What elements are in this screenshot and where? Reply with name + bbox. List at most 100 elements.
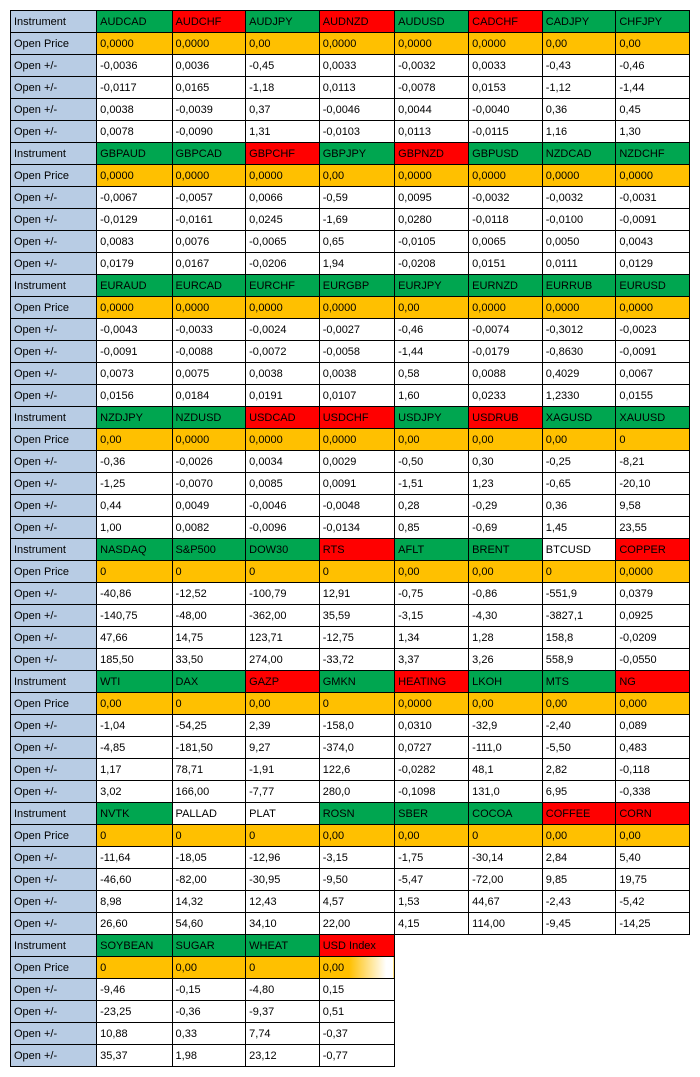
- open-pm-value: 6,95: [542, 781, 616, 803]
- open-pm-value: -40,86: [97, 583, 172, 605]
- open-pm-value: -0,0031: [616, 187, 690, 209]
- open-pm-value: -12,75: [319, 627, 394, 649]
- open-pm-value: -0,0161: [172, 209, 246, 231]
- open-price-row: Open Price00000,000,0000,0000: [11, 561, 690, 583]
- open-pm-value: -0,0046: [319, 99, 394, 121]
- instrument-table: InstrumentAUDCADAUDCHFAUDJPYAUDNZDAUDUSD…: [10, 10, 690, 1067]
- open-price-value: 0,0000: [319, 429, 394, 451]
- open-pm-label: Open +/-: [11, 847, 97, 869]
- open-pm-label: Open +/-: [11, 121, 97, 143]
- open-pm-value: 0,0156: [97, 385, 172, 407]
- open-pm-value: -0,0072: [246, 341, 320, 363]
- open-pm-value: 0,0033: [469, 55, 543, 77]
- open-pm-value: 0,0043: [616, 231, 690, 253]
- open-pm-value: 0,0075: [172, 363, 246, 385]
- open-price-value: 0,0000: [542, 297, 616, 319]
- instrument-header: NVTK: [97, 803, 172, 825]
- open-price-value: 0,0000: [97, 33, 172, 55]
- open-pm-value: 1,28: [469, 627, 543, 649]
- instrument-header: EURAUD: [97, 275, 172, 297]
- open-price-value: 0,00: [542, 825, 616, 847]
- open-pm-value: -0,0032: [395, 55, 469, 77]
- open-pm-row: Open +/-35,371,9823,12-0,77: [11, 1045, 690, 1067]
- open-pm-value: 0,33: [172, 1023, 246, 1045]
- open-pm-value: 1,23: [469, 473, 543, 495]
- open-pm-value: -14,25: [616, 913, 690, 935]
- instrument-header: USDJPY: [395, 407, 469, 429]
- open-pm-value: -12,96: [246, 847, 320, 869]
- open-pm-value: -11,64: [97, 847, 172, 869]
- open-pm-value: 131,0: [469, 781, 543, 803]
- open-pm-value: 0,0153: [469, 77, 543, 99]
- open-pm-value: -9,50: [319, 869, 394, 891]
- open-price-value: 0: [246, 561, 320, 583]
- instrument-header: CORN: [616, 803, 690, 825]
- open-pm-value: -0,0048: [319, 495, 394, 517]
- instrument-header: EURGBP: [319, 275, 394, 297]
- open-price-value: 0,0000: [469, 165, 543, 187]
- instrument-header: USDRUB: [469, 407, 543, 429]
- open-pm-value: -18,05: [172, 847, 246, 869]
- open-pm-value: 48,1: [469, 759, 543, 781]
- open-price-value: 0,0000: [395, 165, 469, 187]
- open-price-value: 0,0000: [395, 693, 469, 715]
- open-price-value: 0,0000: [542, 165, 616, 187]
- open-pm-value: 0,0050: [542, 231, 616, 253]
- instrument-header-row: InstrumentEURAUDEURCADEURCHFEURGBPEURJPY…: [11, 275, 690, 297]
- instrument-header: COFFEE: [542, 803, 616, 825]
- instrument-header: GAZP: [246, 671, 320, 693]
- open-pm-value: -12,52: [172, 583, 246, 605]
- open-pm-value: 4,57: [319, 891, 394, 913]
- open-pm-label: Open +/-: [11, 253, 97, 275]
- instrument-header: NG: [616, 671, 690, 693]
- open-pm-value: 0,0727: [395, 737, 469, 759]
- open-price-row: Open Price00,0000,00: [11, 957, 690, 979]
- open-pm-row: Open +/--0,0067-0,00570,0066-0,590,0095-…: [11, 187, 690, 209]
- open-pm-value: 0,0191: [246, 385, 320, 407]
- open-pm-label: Open +/-: [11, 363, 97, 385]
- open-pm-value: -0,0129: [97, 209, 172, 231]
- instrument-header: HEATING: [395, 671, 469, 693]
- open-pm-value: 1,16: [542, 121, 616, 143]
- open-pm-value: -2,40: [542, 715, 616, 737]
- open-pm-value: 0,0033: [319, 55, 394, 77]
- instrument-header: NZDCAD: [542, 143, 616, 165]
- open-pm-value: 0,58: [395, 363, 469, 385]
- instrument-header: EURJPY: [395, 275, 469, 297]
- instrument-header: BTCUSD: [542, 539, 616, 561]
- open-price-value: 0,00: [97, 693, 172, 715]
- open-pm-value: 1,30: [616, 121, 690, 143]
- open-price-value: 0,00: [395, 429, 469, 451]
- open-pm-value: -0,0039: [172, 99, 246, 121]
- instrument-header: GBPCHF: [246, 143, 320, 165]
- open-pm-value: 0,37: [246, 99, 320, 121]
- instrument-header-row: InstrumentWTIDAXGAZPGMKNHEATINGLKOHMTSNG: [11, 671, 690, 693]
- open-pm-value: 274,00: [246, 649, 320, 671]
- open-pm-value: 33,50: [172, 649, 246, 671]
- open-price-value: 0,0000: [246, 429, 320, 451]
- open-pm-value: -0,0033: [172, 319, 246, 341]
- open-pm-value: 19,75: [616, 869, 690, 891]
- open-pm-value: 0,65: [319, 231, 394, 253]
- open-pm-value: -0,0032: [469, 187, 543, 209]
- open-pm-value: -0,0090: [172, 121, 246, 143]
- open-price-label: Open Price: [11, 825, 97, 847]
- open-price-label: Open Price: [11, 33, 97, 55]
- open-pm-label: Open +/-: [11, 913, 97, 935]
- open-pm-value: -0,1098: [395, 781, 469, 803]
- open-pm-value: -5,47: [395, 869, 469, 891]
- open-pm-row: Open +/--0,0129-0,01610,0245-1,690,0280-…: [11, 209, 690, 231]
- open-pm-row: Open +/-0,01790,0167-0,02061,94-0,02080,…: [11, 253, 690, 275]
- instrument-header: CADJPY: [542, 11, 616, 33]
- open-pm-value: -140,75: [97, 605, 172, 627]
- open-pm-label: Open +/-: [11, 385, 97, 407]
- open-pm-value: -0,29: [469, 495, 543, 517]
- open-pm-value: -5,42: [616, 891, 690, 913]
- open-pm-value: -0,45: [246, 55, 320, 77]
- open-pm-value: -30,14: [469, 847, 543, 869]
- open-price-value: 0,00: [395, 561, 469, 583]
- open-pm-value: -20,10: [616, 473, 690, 495]
- open-pm-label: Open +/-: [11, 209, 97, 231]
- open-pm-value: 9,27: [246, 737, 320, 759]
- open-pm-value: 0,0165: [172, 77, 246, 99]
